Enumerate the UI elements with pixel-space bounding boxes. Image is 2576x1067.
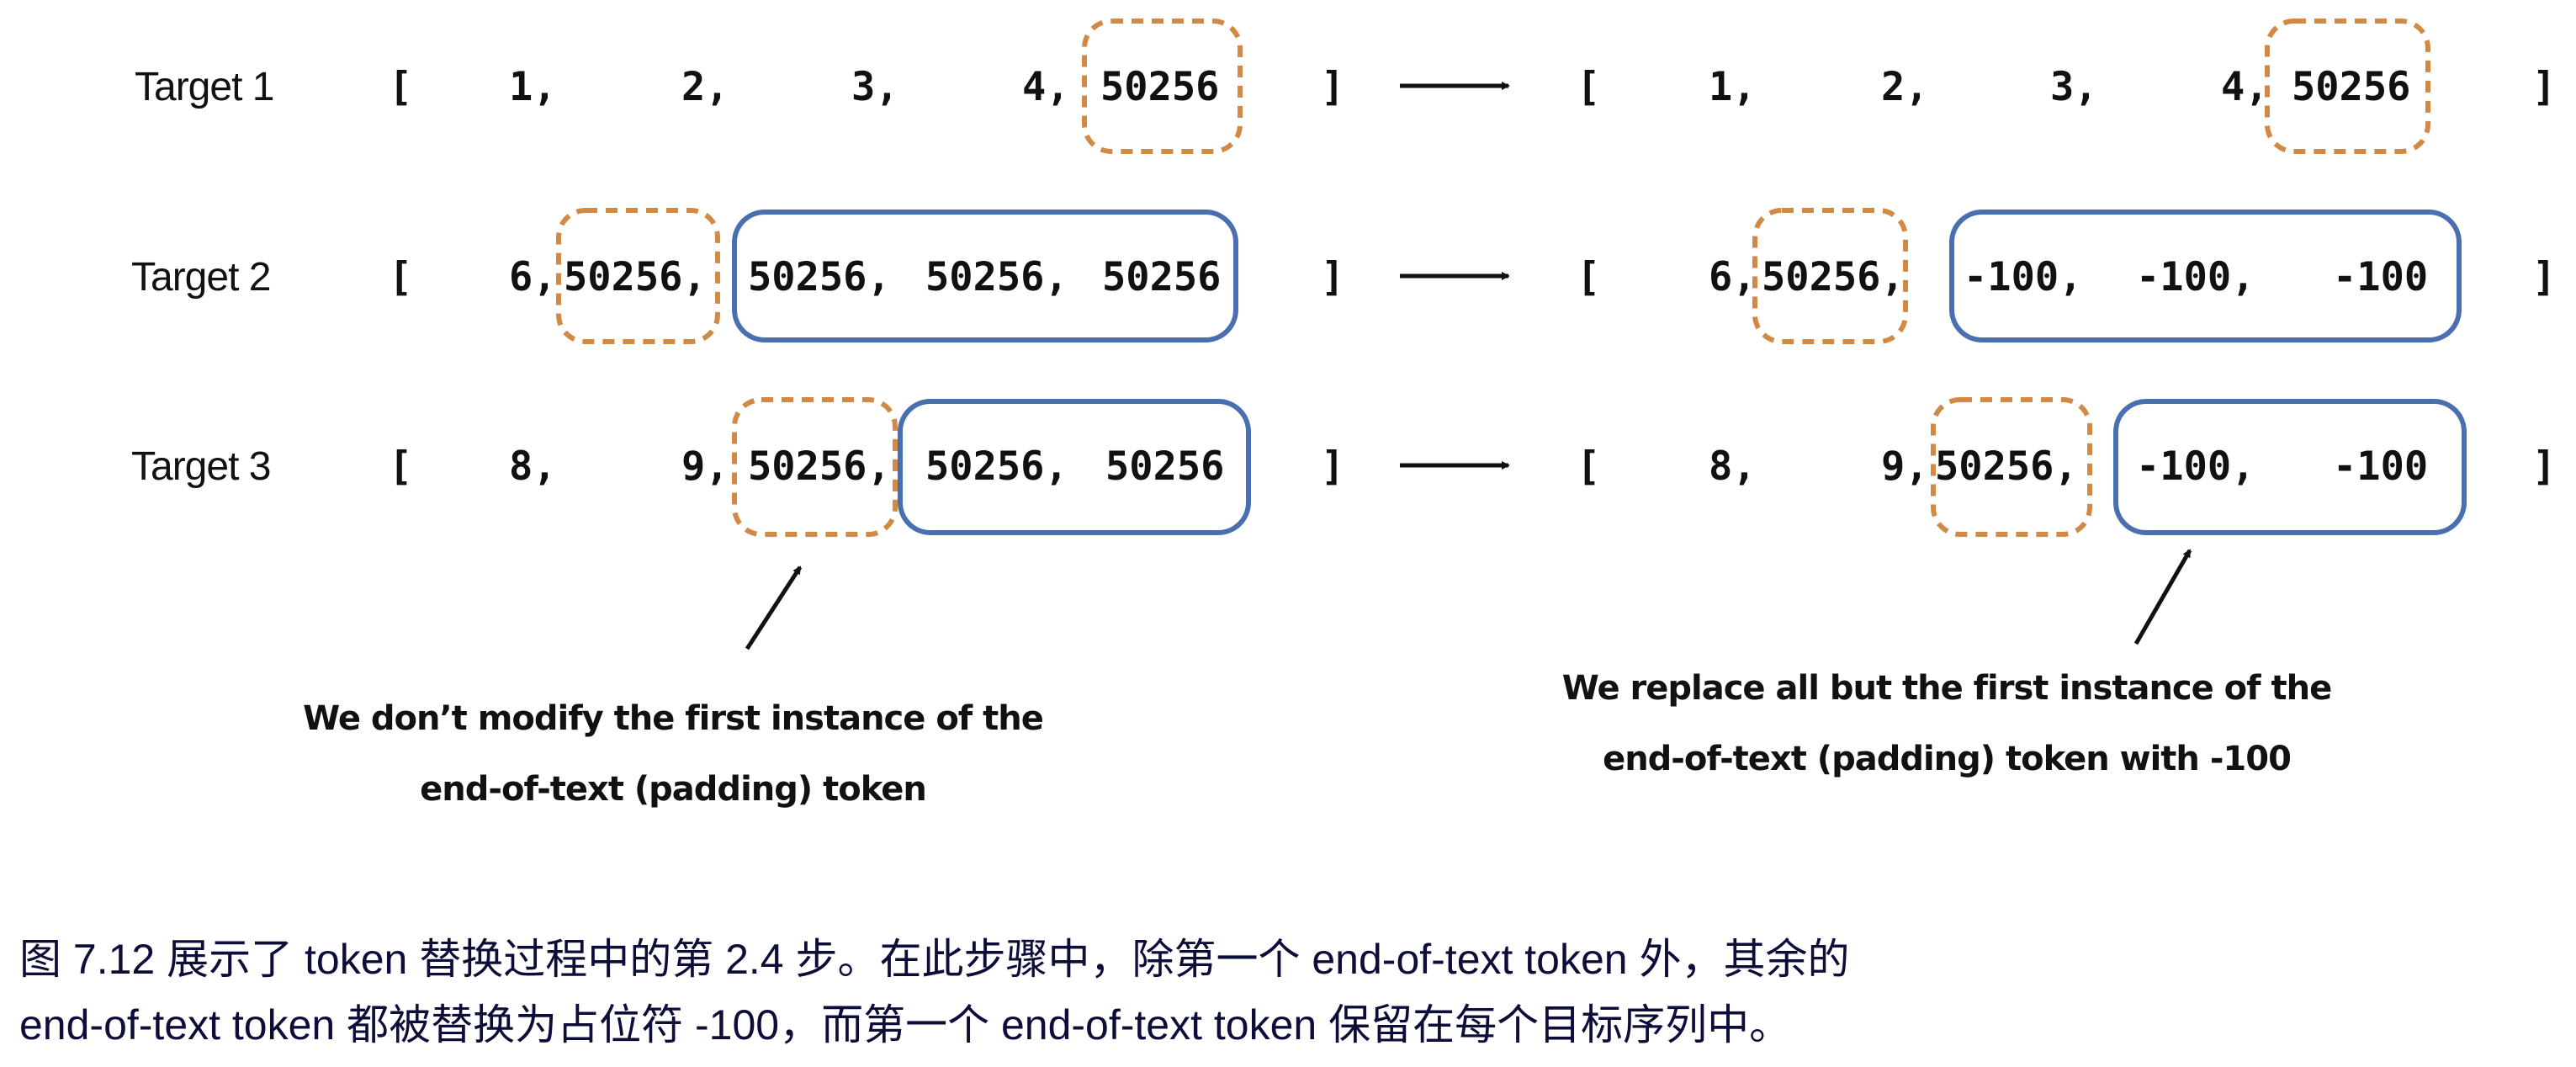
token: -100 (2333, 443, 2429, 490)
token: -100 (2333, 254, 2429, 300)
token: 50256 (1100, 64, 1220, 110)
bracket: ] (2532, 443, 2557, 490)
token: 50256, (925, 254, 1068, 300)
token: 4, (2221, 64, 2269, 110)
kept-token-box-r2-right (1752, 208, 1908, 344)
bracket: [ (1577, 64, 1601, 110)
token: 6, (1709, 254, 1757, 300)
note-line: end-of-text (padding) token (420, 770, 927, 809)
bracket: [ (1577, 443, 1601, 490)
token: 50256, (925, 443, 1068, 490)
token: 4, (1022, 64, 1070, 110)
pointer-arrow-icon (2133, 549, 2192, 645)
token: -100, (1964, 254, 2083, 300)
bracket: ] (1321, 443, 1345, 490)
token: 3, (2050, 64, 2098, 110)
padding-box-r2-left (732, 210, 1238, 342)
token: 9, (681, 443, 729, 490)
bracket: [ (389, 443, 413, 490)
note-right: We replace all but the first instance of… (1526, 653, 2367, 794)
token: 50256, (1935, 443, 2078, 490)
caption-line: end-of-text token 都被替换为占位符 -100，而第一个 end… (19, 1001, 1792, 1048)
token: 2, (681, 64, 729, 110)
bracket: [ (1577, 254, 1601, 300)
bracket: ] (2532, 64, 2557, 110)
token: -100, (2136, 254, 2255, 300)
replaced-box-r2-right (1949, 210, 2462, 342)
kept-token-box-r1-left (1082, 19, 1243, 154)
token: 50256 (2292, 64, 2411, 110)
row-label: Target 3 (131, 444, 271, 489)
bracket: ] (1321, 254, 1345, 300)
kept-token-box-r3-left (732, 397, 898, 537)
row-label: Target 1 (135, 65, 274, 109)
token: 1, (509, 64, 557, 110)
pointer-arrow-icon (745, 565, 803, 650)
bracket: [ (389, 64, 413, 110)
token: 6, (509, 254, 557, 300)
kept-token-box-r3-right (1931, 397, 2092, 537)
row-label: Target 2 (131, 255, 271, 300)
token: 1, (1709, 64, 1757, 110)
token: 50256 (1105, 443, 1225, 490)
note-line: We don’t modify the first instance of th… (303, 699, 1044, 738)
padding-box-r3-left (898, 399, 1251, 535)
note-line: end-of-text (padding) token with -100 (1603, 740, 2292, 778)
note-line: We replace all but the first instance of… (1561, 669, 2332, 708)
bracket: ] (2532, 254, 2557, 300)
token: 2, (1881, 64, 1929, 110)
token: 50256, (748, 443, 891, 490)
token: 50256 (1102, 254, 1222, 300)
token: 3, (851, 64, 899, 110)
token: 50256, (564, 254, 707, 300)
token: 50256, (1762, 254, 1905, 300)
token: 50256, (748, 254, 891, 300)
bracket: ] (1321, 64, 1345, 110)
bracket: [ (389, 254, 413, 300)
kept-token-box-r1-right (2265, 19, 2430, 154)
kept-token-box-r2-left (556, 208, 720, 344)
token: -100, (2136, 443, 2255, 490)
replaced-box-r3-right (2113, 399, 2467, 535)
token: 8, (509, 443, 557, 490)
caption-line: 图 7.12 展示了 token 替换过程中的第 2.4 步。在此步骤中，除第一… (19, 936, 1850, 983)
token: 9, (1881, 443, 1929, 490)
token: 8, (1709, 443, 1757, 490)
note-left: We don’t modify the first instance of th… (252, 683, 1094, 825)
